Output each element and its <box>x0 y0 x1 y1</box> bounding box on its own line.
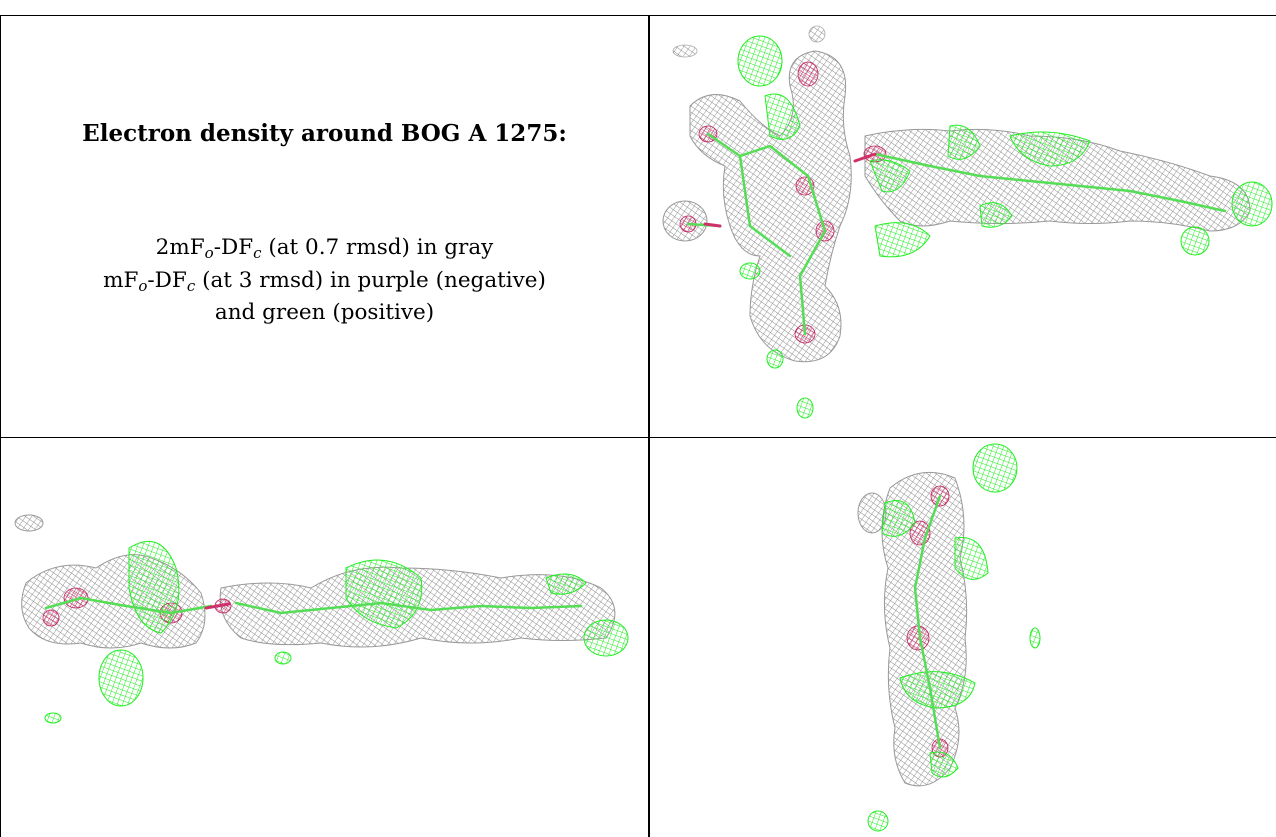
caption-title: Electron density around BOG A 1275: <box>82 120 567 147</box>
caption-line-gray: 2mFo-DFc (at 0.7 rmsd) in gray <box>155 235 494 262</box>
caption-line-positive: and green (positive) <box>214 300 435 326</box>
table-row-divider <box>0 437 1276 438</box>
table-column-divider <box>648 15 650 837</box>
density-view-side <box>1 438 648 837</box>
table-top-border <box>0 15 1276 16</box>
caption-description: 2mFo-DFc (at 0.7 rmsd) in gray mFo-DFc (… <box>1 232 648 330</box>
caption-cell: Electron density around BOG A 1275: 2mFo… <box>1 16 648 437</box>
density-view-end <box>650 438 1276 837</box>
table-left-border <box>0 15 1 837</box>
caption-line-difference: mFo-DFc (at 3 rmsd) in purple (negative) <box>103 267 546 295</box>
density-view-top <box>650 16 1276 437</box>
